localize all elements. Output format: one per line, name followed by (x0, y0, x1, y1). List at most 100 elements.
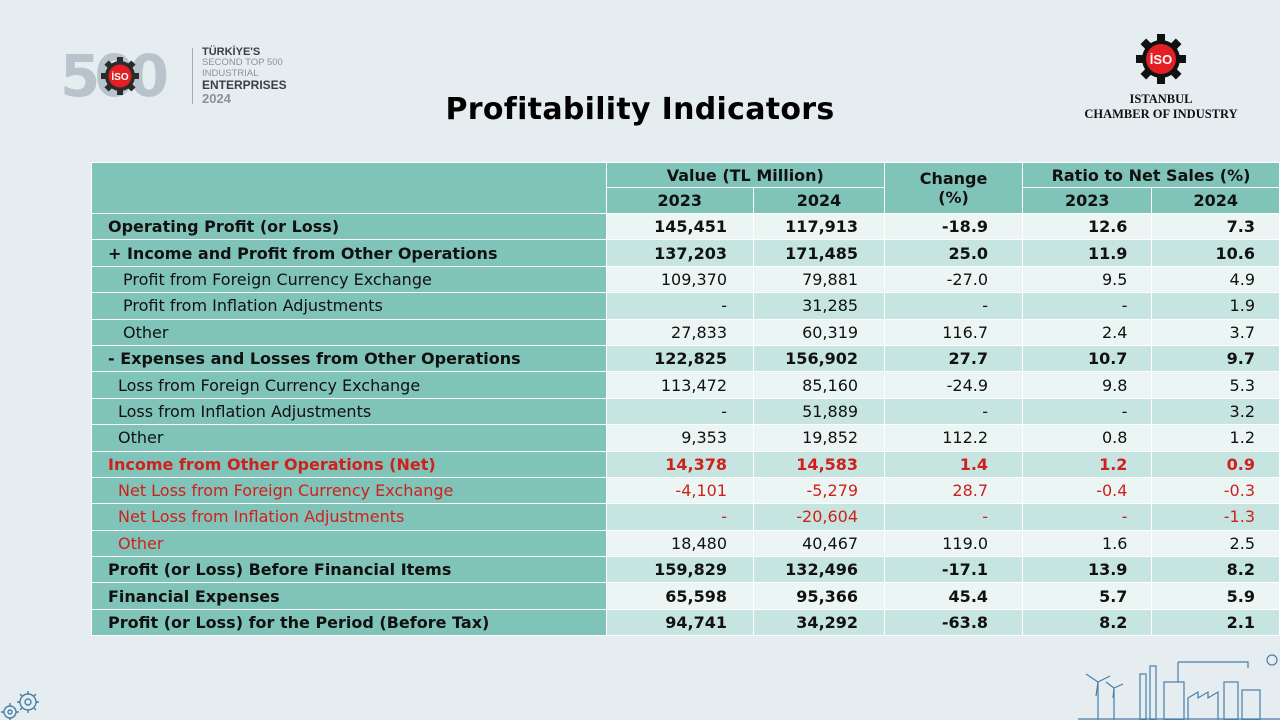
cell-change: -63.8 (884, 608, 1024, 637)
cell-ratio-2023: 11.9 (1022, 239, 1153, 267)
header-ratio-group: Ratio to Net Sales (%) (1022, 162, 1280, 188)
cell-ratio-2023: 12.6 (1022, 212, 1153, 241)
cell-value-2023: 18,480 (605, 529, 755, 558)
cell-change: 119.0 (884, 529, 1024, 558)
cell-ratio-2023: - (1022, 397, 1153, 426)
header-value-group: Value (TL Million) (605, 162, 886, 188)
logo-left-line3: ENTERPRISES (202, 77, 287, 92)
table-row: Income from Other Operations (Net) 14,37… (91, 450, 1280, 478)
cell-ratio-2024: 1.9 (1151, 292, 1280, 320)
header-change-label: Change (919, 169, 988, 188)
cell-value-2023: - (605, 292, 755, 320)
logo-right-line2: CHAMBER OF INDUSTRY (1084, 107, 1238, 121)
cell-change: - (884, 397, 1024, 426)
row-label: Other (91, 424, 607, 452)
cell-change: 1.4 (884, 450, 1024, 478)
cell-change: 28.7 (884, 476, 1024, 505)
table-row: Profit from Foreign Currency Exchange 10… (91, 265, 1280, 294)
logo-left-badge-text: İSO (111, 70, 128, 83)
cell-ratio-2024: -1.3 (1151, 503, 1280, 531)
row-label: - Expenses and Losses from Other Operati… (91, 344, 607, 373)
header-ratio-2023: 2023 (1022, 187, 1153, 214)
table-row: Profit (or Loss) for the Period (Before … (91, 608, 1280, 637)
table-row: - Expenses and Losses from Other Operati… (91, 344, 1280, 373)
factory-illustration-icon (1078, 654, 1280, 720)
cell-ratio-2024: 3.2 (1151, 397, 1280, 426)
cell-ratio-2023: 8.2 (1022, 608, 1153, 637)
cell-ratio-2023: - (1022, 292, 1153, 320)
row-label: Loss from Foreign Currency Exchange (91, 371, 607, 399)
cell-ratio-2024: 0.9 (1151, 450, 1280, 478)
cell-value-2024: 51,889 (752, 397, 886, 426)
iso-gear-badge-icon: İSO (101, 57, 139, 95)
row-label: Net Loss from Foreign Currency Exchange (91, 476, 607, 505)
cell-value-2023: 159,829 (605, 556, 755, 584)
row-label: Operating Profit (or Loss) (91, 212, 607, 241)
cell-ratio-2023: 13.9 (1022, 556, 1153, 584)
cell-value-2024: 14,583 (752, 450, 886, 478)
cell-ratio-2024: 2.1 (1151, 608, 1280, 637)
cell-value-2023: -4,101 (605, 476, 755, 505)
logo-left-line2: SECOND TOP 500 INDUSTRIAL (202, 57, 283, 79)
cell-value-2023: - (605, 503, 755, 531)
table-row: Financial Expenses 65,598 95,366 45.4 5.… (91, 582, 1280, 610)
table-row: Net Loss from Foreign Currency Exchange … (91, 476, 1280, 505)
cell-ratio-2024: 5.3 (1151, 371, 1280, 399)
cell-ratio-2023: 9.8 (1022, 371, 1153, 399)
logo-right-badge-text: İSO (1150, 52, 1172, 67)
cell-value-2024: 40,467 (752, 529, 886, 558)
profitability-table: Value (TL Million) Change (%) Ratio to N… (91, 162, 1280, 637)
cell-ratio-2024: 10.6 (1151, 239, 1280, 267)
row-label: Profit (or Loss) Before Financial Items (91, 556, 607, 584)
cell-ratio-2024: 2.5 (1151, 529, 1280, 558)
cell-value-2023: 27,833 (605, 318, 755, 346)
header-blank-cell (91, 162, 607, 214)
cell-ratio-2023: -0.4 (1022, 476, 1153, 505)
cell-value-2023: - (605, 397, 755, 426)
header-value-2023: 2023 (605, 187, 755, 214)
cell-change: -17.1 (884, 556, 1024, 584)
cell-value-2024: 156,902 (752, 344, 886, 373)
gears-decoration-icon (1, 691, 39, 720)
row-label: Financial Expenses (91, 582, 607, 610)
table-row: Loss from Inflation Adjustments - 51,889… (91, 397, 1280, 426)
cell-ratio-2023: 10.7 (1022, 344, 1153, 373)
cell-value-2023: 113,472 (605, 371, 755, 399)
row-label: Net Loss from Inflation Adjustments (91, 503, 607, 531)
logo-right-line1: ISTANBUL (1129, 92, 1193, 106)
header-change: Change (%) (884, 162, 1024, 214)
table-row: Other 9,353 19,852 112.2 0.8 1.2 (91, 424, 1280, 452)
cell-change: -24.9 (884, 371, 1024, 399)
row-label: Profit from Foreign Currency Exchange (91, 265, 607, 294)
cell-value-2024: 60,319 (752, 318, 886, 346)
cell-value-2023: 94,741 (605, 608, 755, 637)
cell-value-2024: 31,285 (752, 292, 886, 320)
iso-logo: İSO ISTANBUL CHAMBER OF INDUSTRY (1080, 32, 1242, 124)
table-row: Profit from Inflation Adjustments - 31,2… (91, 292, 1280, 320)
cell-ratio-2023: 9.5 (1022, 265, 1153, 294)
logo-left-line1: TÜRKİYE'S (202, 46, 261, 58)
cell-value-2023: 14,378 (605, 450, 755, 478)
cell-value-2024: 117,913 (752, 212, 886, 241)
cell-value-2023: 65,598 (605, 582, 755, 610)
row-label: + Income and Profit from Other Operation… (91, 239, 607, 267)
logo-left-line4: 2024 (202, 91, 231, 107)
header-ratio-2024: 2024 (1151, 187, 1280, 214)
cell-change: 116.7 (884, 318, 1024, 346)
cell-change: 45.4 (884, 582, 1024, 610)
cell-ratio-2023: 1.2 (1022, 450, 1153, 478)
row-label: Profit from Inflation Adjustments (91, 292, 607, 320)
cell-change: 27.7 (884, 344, 1024, 373)
cell-ratio-2024: -0.3 (1151, 476, 1280, 505)
cell-value-2024: 85,160 (752, 371, 886, 399)
cell-value-2023: 145,451 (605, 212, 755, 241)
page-title: Profitability Indicators (445, 92, 835, 127)
header-value-2024: 2024 (752, 187, 886, 214)
cell-value-2023: 122,825 (605, 344, 755, 373)
cell-ratio-2024: 7.3 (1151, 212, 1280, 241)
cell-value-2024: 132,496 (752, 556, 886, 584)
cell-change: 112.2 (884, 424, 1024, 452)
cell-change: - (884, 503, 1024, 531)
cell-ratio-2023: - (1022, 503, 1153, 531)
cell-ratio-2023: 0.8 (1022, 424, 1153, 452)
